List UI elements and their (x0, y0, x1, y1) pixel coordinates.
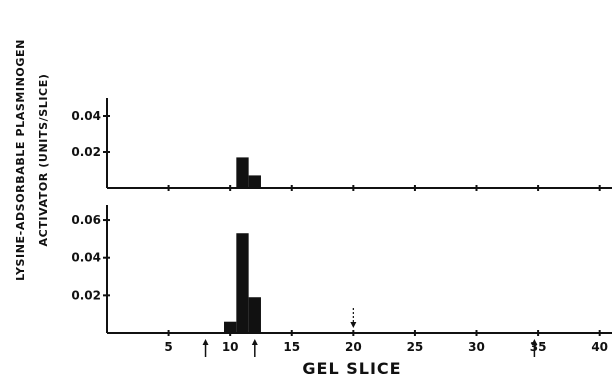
x-tick-label: 25 (407, 340, 424, 354)
y-tick-label: 0.04 (71, 251, 101, 265)
x-tick-label: 30 (468, 340, 485, 354)
y-axis-title: LYSINE-ADSORBABLE PLASMINOGEN ACTIVATOR … (14, 39, 50, 281)
y-tick-label: 0.02 (71, 288, 101, 302)
gel-marker-arrowhead (251, 339, 258, 345)
x-axis-title: GEL SLICE (302, 359, 401, 378)
y-axis-title-line-2: ACTIVATOR (UNITS/SLICE) (37, 74, 50, 247)
x-tick-label: 5 (164, 340, 172, 354)
bar (248, 297, 261, 333)
y-tick-label: 0.04 (71, 109, 101, 123)
bottom-panel: 0.02 0.04 0.06 (71, 205, 612, 336)
gel-marker-arrowhead (202, 339, 209, 345)
bar (248, 175, 261, 188)
dashed-marker-arrowhead (350, 322, 357, 328)
bar (224, 321, 237, 333)
y-tick-label: 0.06 (71, 213, 101, 227)
top-panel: 0.02 0.04 (71, 98, 612, 191)
x-tick-label: 35 (530, 340, 547, 354)
bar (236, 157, 249, 188)
x-tick-label: 10 (222, 340, 239, 354)
x-tick-label: 20 (345, 340, 362, 354)
bar (236, 233, 249, 333)
gel-marker-arrowhead (531, 339, 538, 345)
x-tick-label: 15 (283, 340, 300, 354)
y-axis-title-line-1: LYSINE-ADSORBABLE PLASMINOGEN (14, 39, 27, 281)
x-axis-tick-labels: 5 10 15 20 25 30 35 40 (164, 339, 608, 357)
y-tick-label: 0.02 (71, 145, 101, 159)
x-tick-label: 40 (591, 340, 608, 354)
